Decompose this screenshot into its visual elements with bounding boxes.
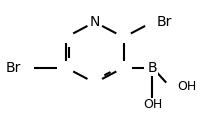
Text: Br: Br <box>5 61 21 75</box>
Text: Br: Br <box>157 15 172 29</box>
Text: OH: OH <box>177 80 196 93</box>
Text: OH: OH <box>143 98 162 111</box>
Text: B: B <box>148 61 157 75</box>
Text: N: N <box>90 15 100 29</box>
